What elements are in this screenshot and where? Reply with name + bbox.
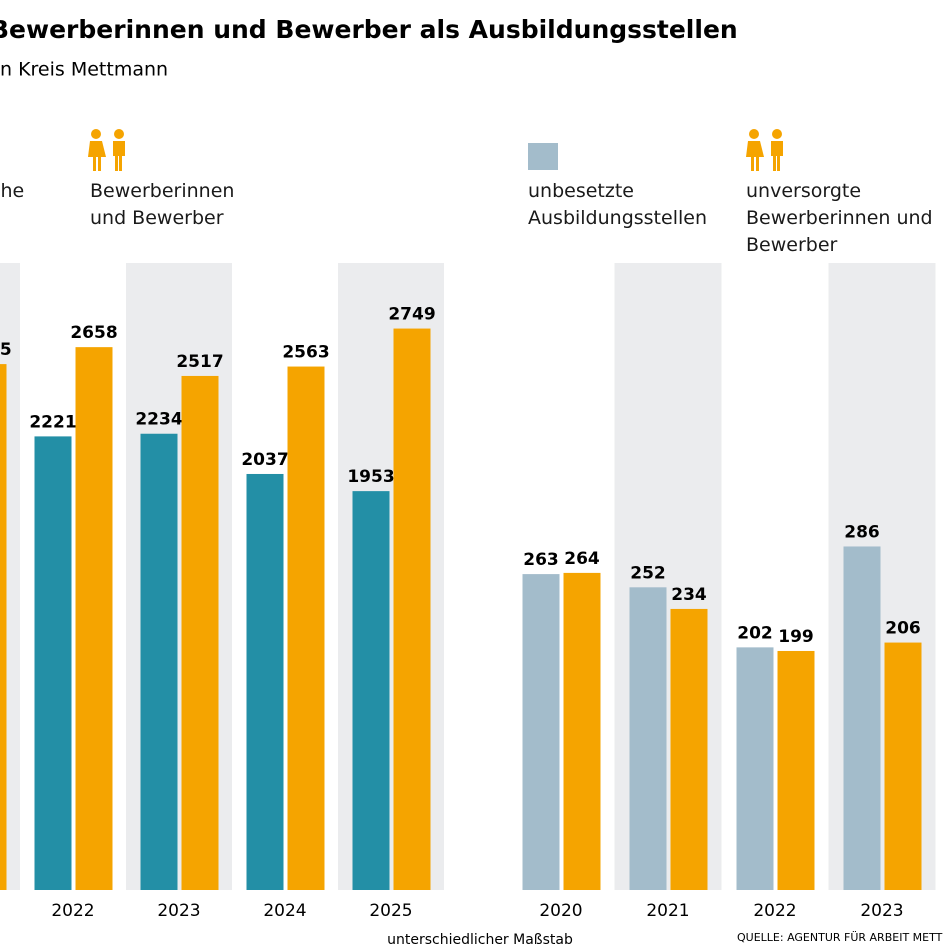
value-label: 206 bbox=[885, 619, 921, 639]
value-label: 2749 bbox=[388, 305, 435, 325]
value-label: 202 bbox=[737, 623, 773, 643]
bar bbox=[0, 364, 7, 891]
value-label: 286 bbox=[844, 522, 880, 542]
x-tick-label: 2022 bbox=[753, 901, 796, 921]
x-tick-label: 2022 bbox=[51, 901, 94, 921]
x-tick-label: 2020 bbox=[539, 901, 582, 921]
person-icon bbox=[746, 129, 783, 171]
x-tick-label: 2023 bbox=[157, 901, 200, 921]
value-label: 252 bbox=[630, 563, 666, 583]
x-tick-label: 2025 bbox=[369, 901, 412, 921]
bar bbox=[140, 433, 178, 890]
value-label: 2221 bbox=[29, 412, 76, 432]
bar bbox=[563, 572, 601, 890]
bar bbox=[393, 328, 431, 890]
legend-label: che bbox=[0, 180, 25, 202]
bar bbox=[629, 587, 667, 890]
value-label: 2658 bbox=[70, 323, 117, 343]
value-label: 2234 bbox=[135, 410, 182, 430]
x-tick-label: 2021 bbox=[646, 901, 689, 921]
value-label: 199 bbox=[778, 627, 814, 647]
bar bbox=[246, 473, 284, 890]
value-label: 263 bbox=[523, 550, 559, 570]
value-label: 2037 bbox=[241, 450, 288, 470]
bar bbox=[670, 608, 708, 890]
value-label: 2563 bbox=[282, 343, 329, 363]
bar bbox=[736, 647, 774, 890]
bar bbox=[34, 436, 72, 890]
value-label: 2575 bbox=[0, 340, 12, 360]
value-label: 2517 bbox=[176, 352, 223, 372]
bar bbox=[352, 491, 390, 890]
value-label: 234 bbox=[671, 585, 707, 605]
legend-label: unbesetzte Ausbildungsstellen bbox=[528, 180, 707, 229]
value-label: 1953 bbox=[347, 467, 394, 487]
bar bbox=[777, 650, 815, 890]
bar bbox=[287, 366, 325, 891]
legend-swatch bbox=[528, 143, 558, 170]
legend-label: Bewerberinnen und Bewerber bbox=[90, 180, 235, 229]
subtitle: n Kreis Mettmann bbox=[0, 59, 168, 81]
legend-label: unversorgte Bewerberinnen und Bewerber bbox=[746, 178, 950, 259]
x-tick-label: 2024 bbox=[263, 901, 306, 921]
scale-note: unterschiedlicher Maßstab bbox=[387, 932, 573, 948]
bar bbox=[181, 375, 219, 891]
bar bbox=[522, 574, 560, 890]
bar bbox=[884, 642, 922, 890]
title: Bewerberinnen und Bewerber als Ausbildun… bbox=[0, 15, 738, 44]
value-label: 264 bbox=[564, 549, 600, 569]
x-tick-label: 2023 bbox=[860, 901, 903, 921]
person-icon bbox=[88, 129, 125, 171]
source: QUELLE: AGENTUR FÜR ARBEIT METT bbox=[737, 931, 943, 944]
legend-label: unversorgte Bewerberinnen und Bewerber bbox=[746, 180, 933, 256]
bar bbox=[75, 347, 113, 890]
bar bbox=[843, 546, 881, 890]
